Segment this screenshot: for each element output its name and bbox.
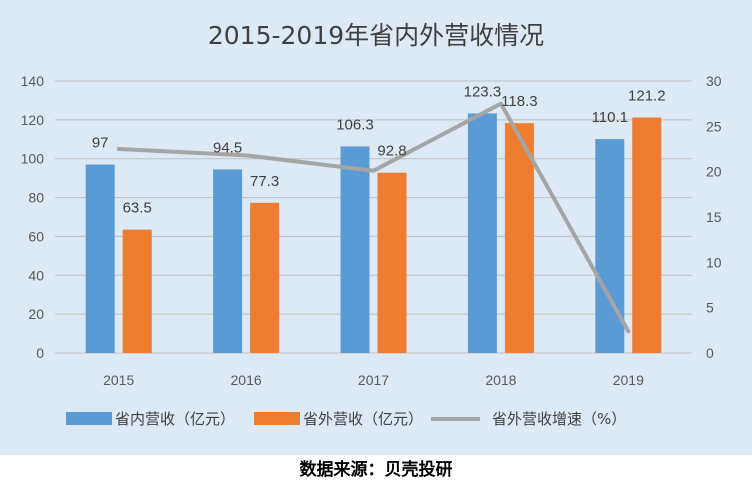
bar-domestic-revenue	[340, 146, 370, 353]
x-tick-label: 2019	[613, 372, 644, 388]
y-left-tick-label: 40	[28, 267, 44, 283]
bar-domestic-revenue	[85, 164, 115, 353]
axes: 0 20 40 60 80 100 120 140 0 5 10 15 20 25 30 2015 2016 20…	[21, 73, 722, 388]
y-right-tick-label: 15	[706, 209, 722, 225]
y-left-tick-label: 80	[28, 190, 44, 206]
data-label: 92.8	[377, 143, 406, 160]
bar-external-revenue	[377, 172, 407, 353]
chart-title: 2015-2019年省内外营收情况	[208, 21, 544, 50]
gridlines	[55, 80, 692, 354]
legend-external-revenue-label: 省外营收（亿元）	[303, 410, 423, 428]
bar-domestic-revenue	[467, 113, 497, 354]
y-right-tick-label: 10	[706, 254, 722, 270]
legend: 省内营收（亿元） 省外营收（亿元） 省外营收增速（%）	[66, 410, 626, 428]
legend-external-growth-label: 省外营收增速（%）	[492, 410, 626, 428]
chart-panel: 97 94.5 106.3 123.3 110.1 63.5 77.3 92.8 118.3 12…	[0, 0, 752, 455]
source-note: 数据来源：贝壳投研	[0, 455, 752, 488]
growth-point	[372, 169, 375, 173]
bar-external-revenue	[122, 229, 152, 353]
x-tick-label: 2017	[358, 372, 389, 388]
bar-external-revenue	[250, 202, 280, 353]
data-label: 63.5	[123, 200, 152, 217]
growth-line-path	[116, 101, 631, 334]
y-right-tick-label: 20	[706, 164, 722, 180]
data-label: 94.5	[213, 139, 242, 156]
growth-line	[116, 101, 631, 334]
x-tick-label: 2018	[485, 372, 516, 388]
legend-external-revenue-swatch	[254, 412, 300, 425]
data-labels: 97 94.5 106.3 123.3 110.1 63.5 77.3 92.8 118.3 12…	[92, 83, 666, 216]
y-left-tick-label: 120	[21, 112, 45, 128]
y-right-tick-label: 30	[706, 73, 722, 89]
data-label: 106.3	[336, 116, 374, 133]
bar-external-revenue	[504, 123, 534, 353]
data-label: 121.2	[628, 88, 666, 105]
x-tick-label: 2016	[231, 372, 262, 388]
data-label: 97	[92, 135, 109, 152]
legend-domestic-revenue-label: 省内营收（亿元）	[115, 410, 235, 428]
y-left-tick-label: 100	[21, 151, 45, 167]
data-label: 77.3	[250, 173, 279, 190]
y-right-tick-label: 5	[706, 300, 714, 316]
y-right-tick-label: 25	[706, 118, 722, 134]
growth-point	[244, 153, 248, 157]
data-label: 110.1	[592, 109, 628, 126]
x-tick-label: 2015	[103, 372, 134, 388]
chart-svg: 97 94.5 106.3 123.3 110.1 63.5 77.3 92.8 118.3 12…	[21, 21, 722, 428]
growth-point	[117, 147, 121, 151]
y-left-tick-label: 140	[21, 73, 45, 89]
data-label: 123.3	[464, 83, 502, 100]
growth-point	[499, 102, 503, 106]
bar-domestic-revenue	[213, 169, 243, 353]
growth-point	[626, 329, 630, 333]
y-left-tick-label: 20	[28, 306, 44, 322]
bar-external-revenue	[632, 117, 662, 353]
legend-domestic-revenue-swatch	[66, 412, 112, 425]
y-left-tick-label: 0	[36, 345, 44, 361]
y-left-tick-label: 60	[28, 228, 44, 244]
bar-domestic-revenue	[595, 139, 625, 353]
data-label: 118.3	[501, 93, 537, 110]
y-right-tick-label: 0	[706, 345, 714, 361]
